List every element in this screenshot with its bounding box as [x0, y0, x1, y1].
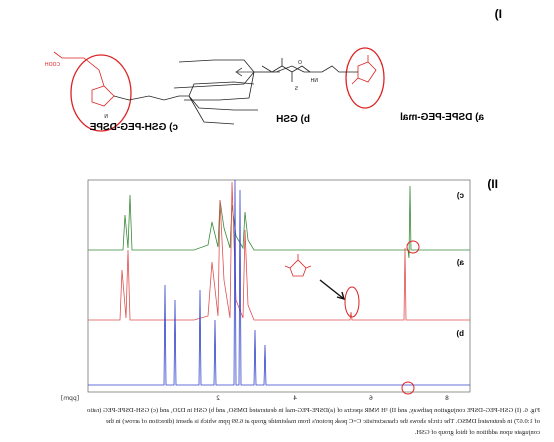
x-tick-label: 4	[293, 395, 297, 402]
caption-line: Fig. 6. (I) GSH-PEG-DSPE conjugation pat…	[86, 407, 540, 414]
spectrum-trace	[88, 181, 470, 321]
highlight-circle	[401, 381, 415, 395]
compound-label: c) GSH-PEG-DSPE	[89, 122, 178, 133]
x-tick-label: 6	[369, 395, 373, 402]
maleimide-structure	[284, 254, 312, 277]
atom-label: O	[298, 60, 302, 66]
atom-label: N	[104, 114, 108, 120]
caption-line: conjugate upon addition of thiol group o…	[414, 429, 540, 436]
caption-line: of 1:0.67) in deuterated DMSO. The circl…	[106, 418, 540, 425]
panel-label: I)	[495, 7, 502, 21]
atom-label: COOH	[45, 62, 60, 68]
arrow	[319, 279, 346, 301]
trace-label: a)	[457, 258, 464, 267]
x-tick-label: 8	[445, 395, 449, 402]
plot-frame	[87, 179, 471, 393]
compound-label: b) GSH	[276, 114, 310, 125]
trace-label: c)	[457, 191, 464, 200]
panel-label: II)	[487, 177, 498, 191]
structure-b: S	[261, 58, 311, 92]
x-axis-label: [ppm]	[61, 395, 79, 402]
mirrored-figure: I) O NH a) DSPE-PEG-mal S b) GSH COOH N …	[45, 7, 540, 436]
reaction-arrow	[235, 67, 280, 77]
atom-label: NH	[310, 78, 318, 84]
x-tick-label: 2	[216, 395, 220, 402]
highlight-circle	[406, 240, 420, 254]
structure-c: COOH N	[45, 51, 258, 132]
spectrum-trace	[88, 185, 470, 259]
structure-a: O NH	[173, 47, 385, 109]
spectrum-trace	[88, 179, 470, 386]
atom-label: S	[295, 86, 298, 92]
highlight-circle	[344, 286, 360, 318]
compound-label: a) DSPE-PEG-mal	[400, 112, 484, 123]
trace-label: b)	[456, 329, 464, 338]
